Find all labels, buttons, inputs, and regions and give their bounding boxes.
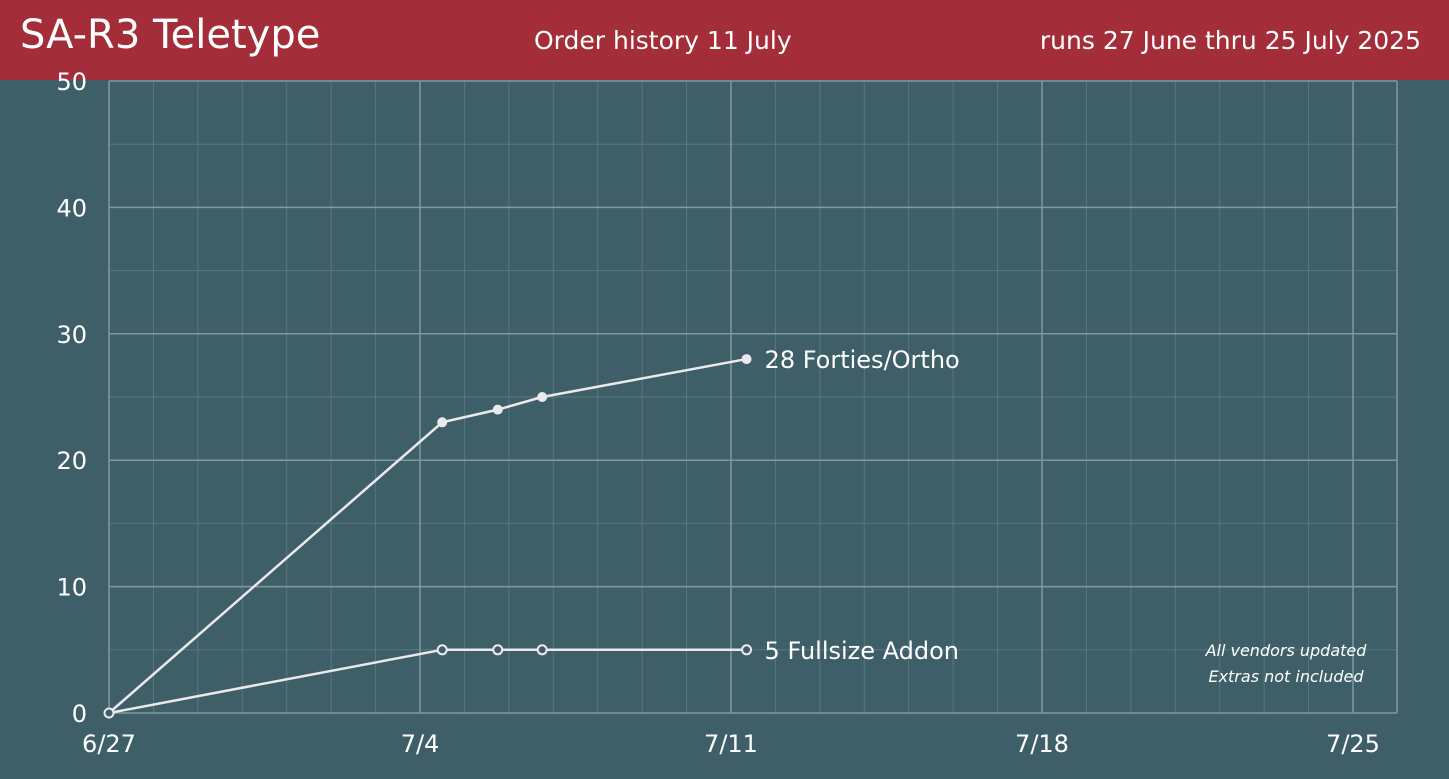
chart-note: Extras not included — [1208, 667, 1364, 686]
data-point — [741, 644, 753, 656]
data-point — [437, 417, 448, 428]
x-tick-label: 7/18 — [1015, 730, 1069, 758]
y-tick-label: 40 — [56, 194, 87, 222]
data-point — [536, 644, 548, 656]
series-end-label: 28 Forties/Ortho — [765, 346, 960, 374]
series-line — [108, 648, 747, 715]
y-tick-label: 50 — [56, 68, 87, 96]
y-tick-label: 0 — [72, 700, 87, 728]
y-tick-label: 10 — [56, 574, 87, 602]
series-end-label: 5 Fullsize Addon — [765, 637, 959, 665]
y-tick-label: 30 — [56, 321, 87, 349]
x-tick-label: 7/11 — [704, 730, 758, 758]
header-bar: SA-R3 Teletype Order history 11 July run… — [0, 0, 1449, 80]
data-point — [537, 392, 548, 402]
data-point — [436, 644, 448, 656]
x-tick-label: 7/4 — [401, 730, 440, 758]
x-tick-label: 7/25 — [1326, 730, 1380, 758]
chart-subtitle: Order history 11 July — [534, 26, 792, 55]
data-point — [492, 644, 504, 656]
page-title: SA-R3 Teletype — [20, 12, 321, 58]
data-point — [103, 707, 115, 719]
y-tick-label: 20 — [56, 447, 87, 475]
series-line — [108, 357, 747, 714]
data-point — [492, 404, 503, 415]
data-point — [741, 354, 752, 365]
chart-note: All vendors updated — [1205, 641, 1368, 660]
x-tick-label: 6/27 — [82, 730, 136, 758]
run-range-label: runs 27 June thru 25 July 2025 — [1039, 26, 1421, 55]
